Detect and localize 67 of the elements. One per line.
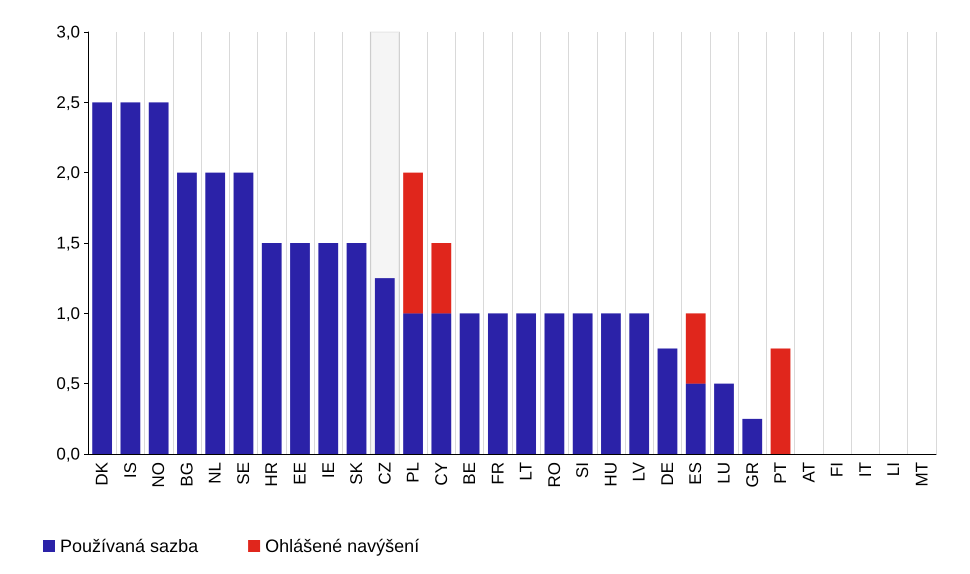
bar <box>544 313 564 454</box>
bar <box>148 102 169 454</box>
y-tick-label: 3,0 <box>56 22 80 42</box>
x-tick-label: SE <box>234 462 253 485</box>
x-tick-label: ES <box>686 462 706 485</box>
bar <box>403 313 423 454</box>
bar <box>742 418 762 454</box>
x-tick-label: FI <box>828 462 847 478</box>
x-tick-label: LU <box>714 462 734 484</box>
bar <box>460 313 480 454</box>
x-tick-label: SK <box>347 461 366 485</box>
bar <box>403 172 423 314</box>
bar <box>318 243 338 454</box>
x-tick-label: NL <box>206 462 225 484</box>
x-tick-label: CY <box>432 462 451 486</box>
x-tick-label: PL <box>404 462 423 483</box>
x-tick-label: RO <box>544 462 564 488</box>
x-tick-label: SI <box>573 462 592 478</box>
x-tick-label: LT <box>516 462 536 481</box>
x-tick-label: BE <box>460 462 480 485</box>
bar <box>686 313 706 384</box>
x-tick-label: PT <box>771 462 790 484</box>
bar <box>686 384 706 454</box>
y-tick-label: 2,5 <box>56 92 80 112</box>
x-tick-label: IT <box>856 462 875 478</box>
bar <box>516 313 536 454</box>
x-tick-label: GR <box>742 462 762 488</box>
x-tick-label: DK <box>92 461 112 486</box>
bar <box>234 172 254 454</box>
bar <box>290 243 310 454</box>
y-tick-label: 2,0 <box>56 163 80 182</box>
bar <box>205 172 226 454</box>
bar <box>714 384 734 454</box>
bar <box>431 243 452 314</box>
x-tick-label: EE <box>290 462 310 485</box>
x-tick-label: AT <box>799 462 818 482</box>
bar <box>770 348 790 454</box>
legend-label: Používaná sazba <box>60 536 200 556</box>
bar <box>601 313 621 454</box>
y-tick-label: 1,5 <box>56 234 80 252</box>
bar <box>120 102 140 454</box>
x-tick-label: NO <box>149 462 168 488</box>
y-tick-label: 1,0 <box>56 304 80 323</box>
x-tick-label: HU <box>601 462 620 487</box>
x-tick-label: LI <box>884 462 904 476</box>
bar <box>488 313 508 454</box>
x-tick-label: IS <box>120 462 140 478</box>
x-tick-label: IE <box>318 462 338 478</box>
bar <box>92 102 112 454</box>
x-tick-label: MT <box>912 462 932 487</box>
x-tick-label: FR <box>488 462 508 485</box>
y-tick-label: 0,5 <box>56 374 80 394</box>
bar <box>658 348 678 454</box>
legend-label: Ohlášené navýšení <box>265 536 420 556</box>
bar <box>374 278 395 454</box>
x-tick-label: CZ <box>375 462 394 485</box>
bar <box>572 313 593 454</box>
bar <box>346 243 366 454</box>
y-tick-label: 0,0 <box>56 444 80 464</box>
bar <box>177 172 197 454</box>
x-tick-label: LV <box>630 461 649 482</box>
x-tick-label: HR <box>262 462 282 487</box>
bar <box>629 313 650 454</box>
bar <box>431 313 452 454</box>
x-tick-label: BG <box>177 462 196 487</box>
bar <box>262 243 282 454</box>
x-tick-label: DE <box>658 462 677 486</box>
